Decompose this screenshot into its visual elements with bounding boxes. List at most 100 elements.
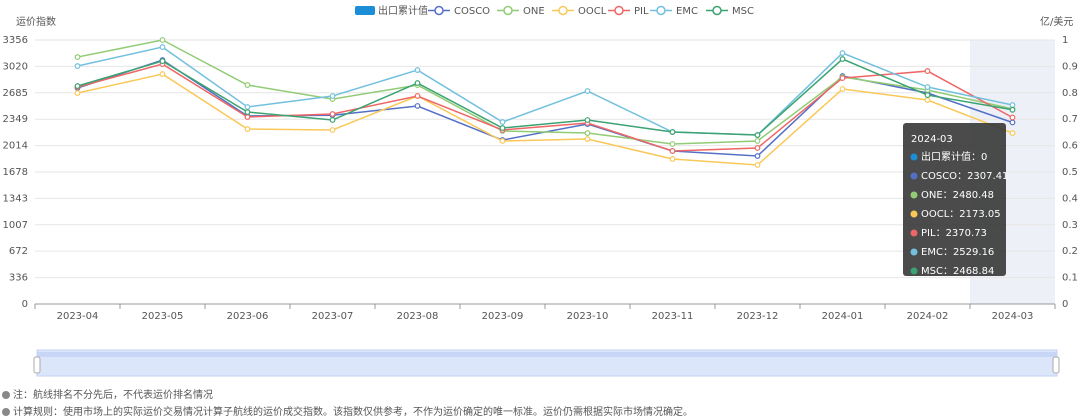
point xyxy=(839,50,846,56)
y-tick-label: 0 xyxy=(22,299,28,310)
point xyxy=(74,54,81,60)
point xyxy=(754,162,761,168)
point xyxy=(499,119,506,125)
line xyxy=(77,59,1013,157)
point xyxy=(74,90,81,96)
tooltip-text: 2370.73 xyxy=(946,228,987,239)
line xyxy=(77,73,1013,166)
tooltip-text: ： xyxy=(943,266,953,277)
point xyxy=(584,117,591,123)
line xyxy=(77,46,1013,136)
tooltip-text: 2307.41 xyxy=(967,171,1008,182)
point xyxy=(669,129,676,135)
point xyxy=(1009,114,1016,121)
point xyxy=(159,58,166,64)
x-tick-label: 2023-04 xyxy=(57,311,99,322)
tooltip-text: COSCO xyxy=(921,171,957,182)
zoom-bar xyxy=(37,352,1057,357)
point xyxy=(329,93,336,99)
legend-label: EMC xyxy=(676,6,698,17)
note-icon xyxy=(2,391,10,399)
y-tick-label: 3356 xyxy=(3,35,28,46)
point xyxy=(584,136,591,142)
line xyxy=(77,39,1013,145)
point xyxy=(924,92,931,98)
y2-tick-label: 0.2 xyxy=(1062,246,1078,257)
data-zoom[interactable] xyxy=(33,349,1060,377)
y-tick-label: 672 xyxy=(9,246,28,257)
legend-swatch xyxy=(712,5,722,16)
y-tick-label: 2349 xyxy=(3,114,28,125)
tooltip-row: MSC：2468.84 xyxy=(921,266,994,277)
point xyxy=(74,63,81,69)
x-tick-label: 2023-07 xyxy=(312,311,354,322)
note: 计算规则：使用市场上的实际运价交易情况计算子航线的运价成交指数。该指数仅供参考，… xyxy=(13,405,693,418)
tooltip-text: ： xyxy=(936,228,946,239)
point xyxy=(244,104,251,110)
legend-swatch xyxy=(558,5,568,16)
legend-label: MSC xyxy=(732,6,754,17)
tooltip-text: ： xyxy=(943,190,953,201)
tooltip: 2024-03出口累计值：0COSCO：2307.41ONE：2480.48OO… xyxy=(903,123,1008,277)
y-tick-label: 336 xyxy=(9,273,28,284)
point xyxy=(414,93,421,99)
point xyxy=(499,125,506,131)
legend-label: ONE xyxy=(523,6,545,17)
tooltip-marker xyxy=(910,191,918,199)
line xyxy=(77,58,1013,136)
y-tick-label: 2014 xyxy=(3,141,28,152)
point xyxy=(754,145,761,151)
tooltip-marker xyxy=(910,210,918,218)
tooltip-text: OOCL xyxy=(921,209,950,220)
point xyxy=(584,130,591,136)
legend-swatch xyxy=(614,5,624,16)
tooltip-text: ： xyxy=(943,247,953,258)
x-tick-label: 2024-03 xyxy=(992,311,1034,322)
point xyxy=(839,86,846,92)
y2-tick-label: 0.7 xyxy=(1062,114,1078,125)
point xyxy=(669,156,676,162)
y-tick-label: 3020 xyxy=(3,61,28,72)
y-tick-label: 1678 xyxy=(3,167,28,178)
tooltip-text: 出口累计值 xyxy=(921,150,971,163)
y2-tick-label: 0.9 xyxy=(1062,61,1078,72)
y-axis-label: 运价指数 xyxy=(16,15,56,28)
tooltip-title: 2024-03 xyxy=(911,134,953,145)
point xyxy=(584,88,591,94)
tooltip-text: ONE xyxy=(921,190,943,201)
tooltip-marker xyxy=(910,267,918,275)
point xyxy=(244,82,251,88)
x-tick-label: 2023-10 xyxy=(567,311,609,322)
point xyxy=(924,97,931,103)
point xyxy=(244,126,251,132)
point xyxy=(159,44,166,50)
point xyxy=(839,56,846,62)
y2-tick-label: 1 xyxy=(1062,35,1068,46)
zoom-handle[interactable] xyxy=(33,356,41,374)
y2-tick-label: 0.4 xyxy=(1062,193,1078,204)
point xyxy=(1009,130,1016,136)
point xyxy=(329,117,336,123)
note-icon xyxy=(2,408,10,416)
point xyxy=(1009,119,1016,126)
point xyxy=(924,84,931,90)
point xyxy=(414,80,421,86)
y2-tick-label: 0 xyxy=(1062,299,1068,310)
x-tick-label: 2023-08 xyxy=(397,311,439,322)
tooltip-marker xyxy=(910,229,918,237)
y2-tick-label: 0.1 xyxy=(1062,273,1078,284)
tooltip-text: 2480.48 xyxy=(953,190,994,201)
legend-label: PIL xyxy=(634,6,649,17)
y2-tick-label: 0.3 xyxy=(1062,220,1078,231)
x-tick-label: 2023-05 xyxy=(142,311,184,322)
point xyxy=(244,109,251,115)
zoom-handle[interactable] xyxy=(1052,356,1060,374)
x-tick-label: 2023-06 xyxy=(227,311,269,322)
y2-tick-label: 0.8 xyxy=(1062,88,1078,99)
point xyxy=(754,132,761,138)
point xyxy=(414,67,421,73)
legend-label: 出口累计值 xyxy=(378,4,428,17)
tooltip-row: 出口累计值：0 xyxy=(921,150,987,163)
x-tick-label: 2024-02 xyxy=(907,311,949,322)
